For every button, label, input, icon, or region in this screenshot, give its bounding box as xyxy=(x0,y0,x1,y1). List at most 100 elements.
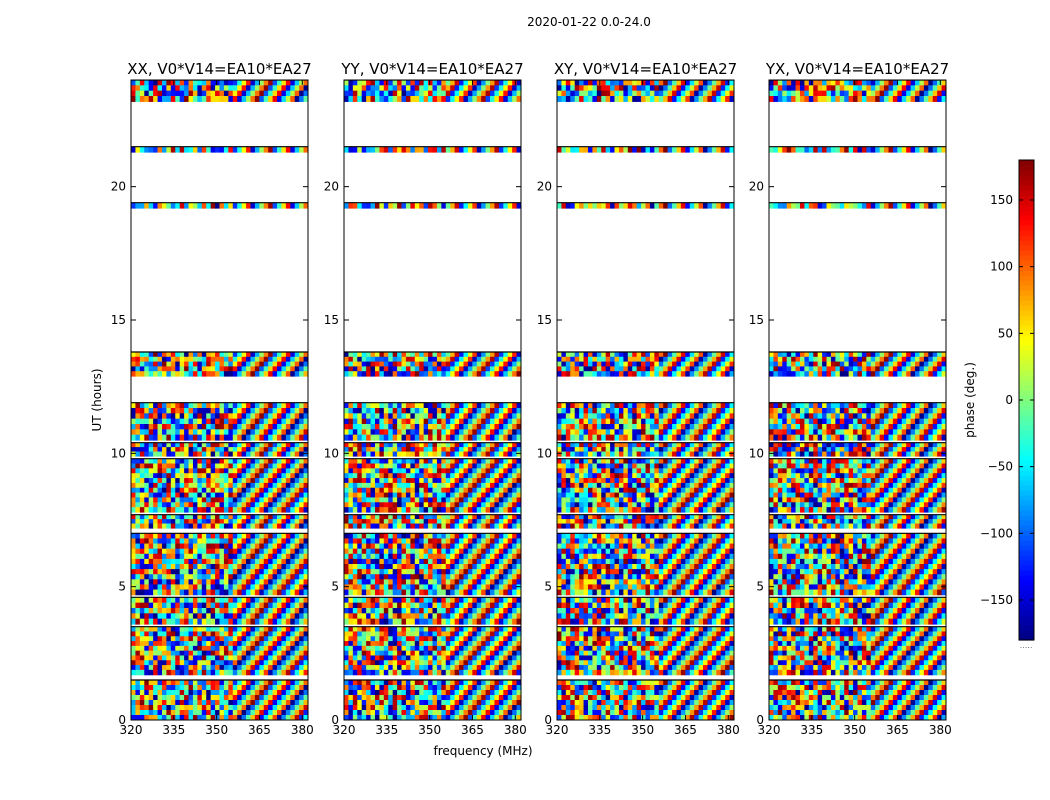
phase-cell xyxy=(352,641,358,647)
phase-cell xyxy=(135,631,141,637)
phase-cell xyxy=(405,641,411,647)
phase-cell xyxy=(490,602,496,609)
phase-cell xyxy=(139,645,145,652)
phase-cell xyxy=(490,665,496,671)
phase-cell xyxy=(179,146,185,153)
phase-cell xyxy=(250,487,256,494)
phase-cell xyxy=(206,618,212,625)
phase-cell xyxy=(192,715,198,720)
phase-cell xyxy=(166,482,172,489)
phase-cell xyxy=(481,502,487,508)
phase-cell xyxy=(414,608,420,614)
phase-cell xyxy=(259,690,265,696)
phase-cell xyxy=(188,715,194,720)
phase-cell xyxy=(450,641,456,647)
phase-cell xyxy=(246,660,252,666)
phase-cell xyxy=(410,543,416,550)
phase-cell xyxy=(206,584,212,591)
phase-cell xyxy=(290,523,296,529)
phase-cell xyxy=(459,690,465,696)
phase-cell xyxy=(507,608,513,614)
phase-cell xyxy=(467,655,473,661)
phase-cell xyxy=(246,608,252,614)
phase-cell xyxy=(139,418,145,425)
phase-cell xyxy=(192,669,198,676)
phase-cell xyxy=(131,502,137,508)
phase-cell xyxy=(423,574,429,580)
phase-cell xyxy=(144,202,150,209)
phase-cell xyxy=(232,356,238,363)
phase-cell xyxy=(379,695,385,701)
phase-cell xyxy=(201,655,207,661)
phase-cell xyxy=(303,502,308,508)
phase-cell xyxy=(414,710,420,716)
phase-cell xyxy=(135,558,141,565)
phase-cell xyxy=(192,451,198,457)
phase-cell xyxy=(432,700,438,706)
phase-cell xyxy=(388,538,394,545)
phase-cell xyxy=(210,492,216,499)
phase-cell xyxy=(184,482,190,489)
phase-cell xyxy=(285,553,291,560)
phase-cell xyxy=(352,463,358,469)
phase-cell xyxy=(237,80,243,86)
phase-cell xyxy=(392,487,398,494)
phase-cell xyxy=(503,402,509,409)
phase-cell xyxy=(179,473,185,479)
phase-cell xyxy=(436,492,442,499)
phase-cell xyxy=(139,636,145,642)
phase-cell xyxy=(210,482,216,489)
phase-cell xyxy=(432,447,438,453)
phase-cell xyxy=(476,597,482,604)
phase-cell xyxy=(494,507,500,513)
phase-cell xyxy=(197,650,203,657)
phase-cell xyxy=(392,710,398,716)
phase-cell xyxy=(361,564,367,570)
phase-cell xyxy=(401,660,407,666)
phase-cell xyxy=(254,519,260,525)
phase-cell xyxy=(454,690,460,696)
phase-cell xyxy=(445,579,451,586)
phase-cell xyxy=(144,579,150,586)
phase-cell xyxy=(206,413,212,420)
phase-cell xyxy=(237,669,243,676)
phase-cell xyxy=(135,434,141,441)
phase-cell xyxy=(237,514,243,520)
phase-cell xyxy=(223,519,229,525)
phase-cell xyxy=(223,497,229,503)
phase-cell xyxy=(436,631,442,637)
phase-cell xyxy=(246,458,252,465)
phase-cell xyxy=(374,451,380,457)
phase-cell xyxy=(201,408,207,414)
phase-cell xyxy=(516,463,521,469)
phase-cell xyxy=(263,413,269,420)
phase-cell xyxy=(201,482,207,489)
phase-cell xyxy=(170,665,176,671)
phase-cell xyxy=(254,613,260,620)
phase-cell xyxy=(290,579,296,586)
phase-cell xyxy=(161,434,167,441)
phase-cell xyxy=(383,690,389,696)
phase-cell xyxy=(423,660,429,666)
phase-cell xyxy=(428,631,434,637)
phase-cell xyxy=(188,356,194,363)
phase-cell xyxy=(201,96,207,102)
phase-cell xyxy=(410,569,416,575)
phase-cell xyxy=(374,468,380,474)
phase-cell xyxy=(481,589,487,596)
phase-cell xyxy=(485,523,491,529)
phase-cell xyxy=(263,685,269,691)
phase-cell xyxy=(281,482,287,489)
phase-cell xyxy=(175,543,181,550)
phase-cell xyxy=(210,690,216,696)
phase-cell xyxy=(383,700,389,706)
phase-cell xyxy=(414,487,420,494)
phase-cell xyxy=(237,655,243,661)
phase-cell xyxy=(223,613,229,620)
phase-cell xyxy=(428,589,434,596)
phase-cell xyxy=(459,538,465,545)
phase-cell xyxy=(285,361,291,367)
phase-cell xyxy=(388,636,394,642)
phase-cell xyxy=(348,553,354,560)
phase-cell xyxy=(436,548,442,555)
